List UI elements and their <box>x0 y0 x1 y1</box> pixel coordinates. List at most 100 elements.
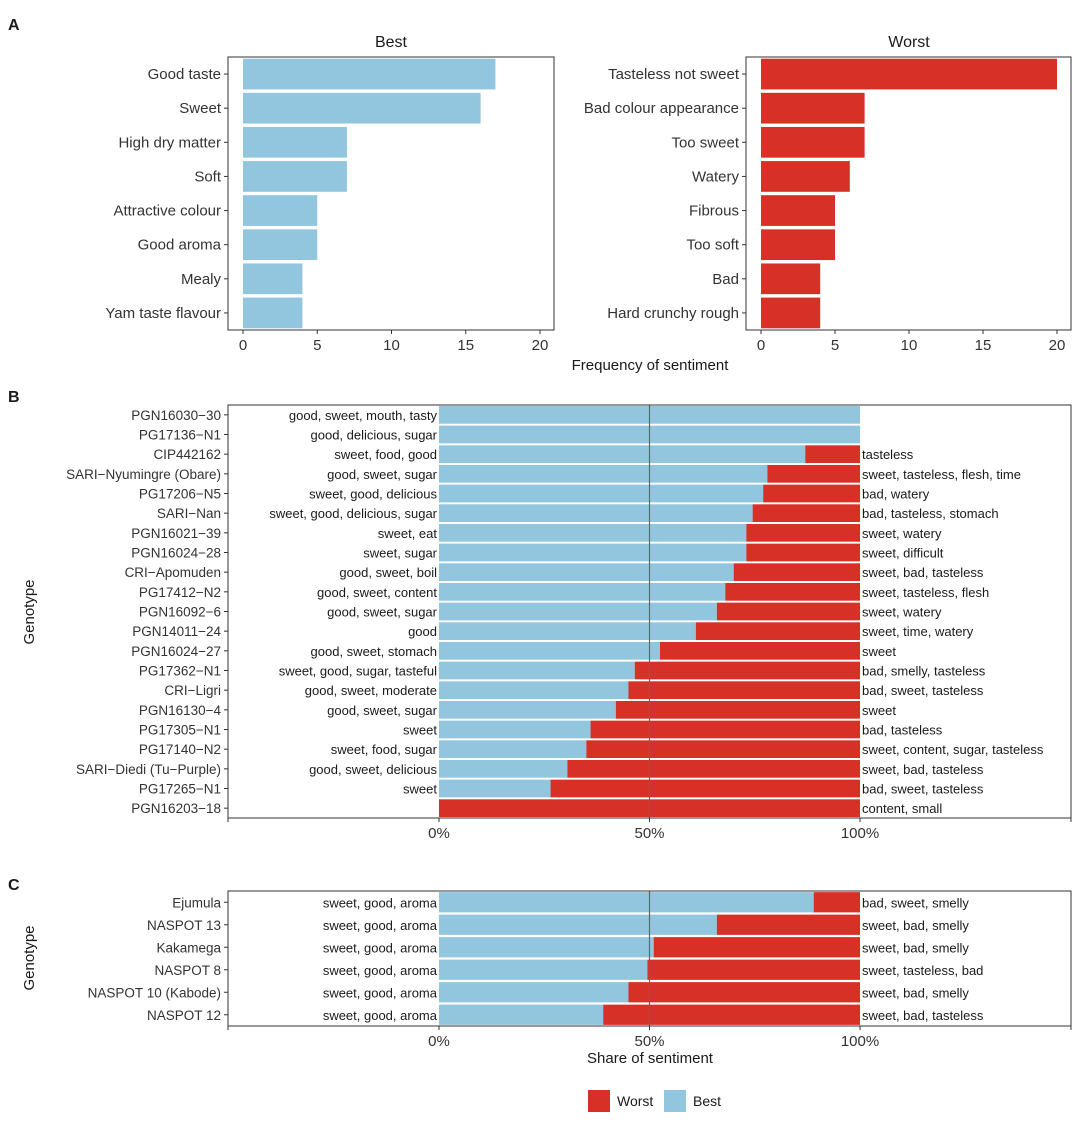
panel-b-genotype-label: PG17362−N1 <box>139 664 221 679</box>
panel-b-best-bar <box>439 622 696 641</box>
panel-c-best-bar <box>439 1004 604 1025</box>
panel-b-worst-words: sweet, bad, tasteless <box>862 762 984 777</box>
panel-a-worst-category-label: Too sweet <box>671 134 739 151</box>
panel-b-worst-bar <box>733 563 860 582</box>
panel-c-worst-words: sweet, tasteless, bad <box>862 963 983 978</box>
panel-c-best-bar <box>439 914 717 935</box>
panel-b-genotype-label: PG17206−N5 <box>139 487 221 502</box>
panel-b-best-words: good, sweet, boil <box>339 565 437 580</box>
panel-b-best-bar <box>439 720 591 739</box>
panel-a-worst-category-label: Too soft <box>686 237 739 254</box>
panel-c-best-bar <box>439 937 654 958</box>
panel-a-worst-x-tick-label: 20 <box>1049 337 1066 354</box>
panel-b-worst-words: sweet, time, watery <box>862 624 974 639</box>
panel-a-best-bar <box>243 58 496 90</box>
panel-b-x-tick-label: 100% <box>841 825 879 842</box>
panel-c-best-words: sweet, good, aroma <box>323 985 438 1000</box>
panel-b-genotype-label: PGN16092−6 <box>139 605 221 620</box>
panel-c-chart: Ejumula sweet, good, aroma bad, sweet, sme… <box>88 890 1072 1050</box>
panel-a-best-category-label: Yam taste flavour <box>105 305 221 322</box>
panel-a-worst-bar <box>761 161 850 192</box>
panel-a-best-bar <box>243 297 303 329</box>
panel-c-x-axis-title: Share of sentiment <box>587 1050 714 1067</box>
panel-a-worst-bar <box>761 229 835 261</box>
panel-a-best-x-tick-label: 15 <box>457 337 474 354</box>
panel-c-worst-words: sweet, bad, smelly <box>862 985 969 1000</box>
panel-a-worst-x-tick-label: 10 <box>901 337 918 354</box>
panel-c-genotype-label: NASPOT 13 <box>147 918 221 933</box>
panel-a-worst-category-label: Tasteless not sweet <box>608 66 740 83</box>
panel-c-best-words: sweet, good, aroma <box>323 940 438 955</box>
panel-a-worst-category-label: Bad colour appearance <box>584 100 739 117</box>
panel-b-best-words: sweet <box>403 723 437 738</box>
panel-b-worst-words: content, small <box>862 801 942 816</box>
panel-b-genotype-label: CIP442162 <box>153 447 221 462</box>
panel-b-best-bar <box>439 641 661 660</box>
panel-a-worst-category-label: Bad <box>712 271 739 288</box>
panel-c-genotype-label: NASPOT 12 <box>147 1008 221 1023</box>
panel-c-worst-words: sweet, bad, smelly <box>862 940 969 955</box>
panel-b-worst-words: sweet <box>862 703 896 718</box>
panel-b-worst-bar <box>550 779 860 798</box>
panel-c-x-tick-label: 0% <box>428 1033 450 1050</box>
panel-b-genotype-label: PG17412−N2 <box>139 585 221 600</box>
panel-b-best-words: good, delicious, sugar <box>311 428 438 443</box>
panel-b-best-words: sweet, eat <box>378 526 438 541</box>
panel-b-best-bar <box>439 759 568 778</box>
panel-letter-c: C <box>8 877 20 894</box>
panel-b-worst-words: bad, tasteless, stomach <box>862 506 999 521</box>
panel-b-genotype-label: PG17265−N1 <box>139 782 221 797</box>
panel-c-best-words: sweet, good, aroma <box>323 1008 438 1023</box>
panel-a-worst-bar <box>761 58 1057 90</box>
panel-b-best-words: good, sweet, stomach <box>311 644 437 659</box>
panel-b-worst-bar <box>615 700 860 719</box>
panel-b-best-bar <box>439 464 768 483</box>
panel-b-best-words: good, sweet, sugar <box>327 703 438 718</box>
panel-b-best-bar <box>439 779 551 798</box>
panel-c-worst-words: sweet, bad, tasteless <box>862 1008 984 1023</box>
panel-b-worst-words: sweet, tasteless, flesh <box>862 585 989 600</box>
panel-b-best-bar <box>439 740 587 759</box>
panel-b-genotype-label: CRI−Ligri <box>164 683 221 698</box>
panel-b-worst-bar <box>746 523 860 542</box>
panel-b-best-words: good, sweet, mouth, tasty <box>289 408 438 423</box>
panel-b-worst-words: sweet, difficult <box>862 546 944 561</box>
panel-a-worst-category-label: Watery <box>692 168 739 185</box>
panel-b-best-words: good, sweet, content <box>317 585 437 600</box>
panel-c-worst-bar <box>628 982 860 1003</box>
panel-b-best-words: good, sweet, sugar <box>327 467 438 482</box>
panel-b-best-bar <box>439 504 753 523</box>
panel-b-best-bar <box>439 484 764 503</box>
panel-b-worst-words: tasteless <box>862 447 914 462</box>
panel-a-best-chart: Good taste Sweet High dry matter Soft Attrac… <box>105 56 555 354</box>
panel-a-best-x-tick-label: 0 <box>239 337 247 354</box>
panel-a-best-x-tick-label: 20 <box>532 337 549 354</box>
panel-a-best-x-tick-label: 5 <box>313 337 321 354</box>
panel-b-worst-words: sweet, watery <box>862 526 942 541</box>
facet-title-best: Best <box>375 34 408 51</box>
panel-b-best-bar <box>439 681 629 700</box>
panel-b-best-words: good, sweet, moderate <box>305 683 437 698</box>
legend-label-worst: Worst <box>617 1093 653 1109</box>
panel-b-best-bar <box>439 661 635 680</box>
panel-b-worst-words: sweet <box>862 644 896 659</box>
panel-b-best-words: sweet, food, good <box>334 447 437 462</box>
panel-b-best-words: good, sweet, sugar <box>327 605 438 620</box>
panel-a-worst-bar <box>761 92 865 124</box>
panel-b-best-words: sweet, good, sugar, tasteful <box>279 664 437 679</box>
panel-b-worst-bar <box>716 602 860 621</box>
panel-b-best-words: sweet, sugar <box>363 546 437 561</box>
panel-b-genotype-label: SARI−Nyumingre (Obare) <box>66 467 221 482</box>
panel-b-best-words: sweet, good, delicious <box>309 487 437 502</box>
panel-b-worst-bar <box>767 464 860 483</box>
panel-b-best-words: good, sweet, delicious <box>309 762 437 777</box>
panel-c-worst-bar <box>813 892 860 913</box>
panel-b-genotype-label: PGN14011−24 <box>132 624 221 639</box>
panel-b-worst-words: sweet, tasteless, flesh, time <box>862 467 1021 482</box>
panel-a-worst-category-label: Hard crunchy rough <box>607 305 739 322</box>
panel-a-worst-bar <box>761 126 865 158</box>
panel-b-worst-bar <box>725 582 860 601</box>
panel-c-worst-bar <box>603 1004 860 1025</box>
panel-a-best-bar <box>243 195 318 226</box>
panel-b-worst-bar <box>590 720 860 739</box>
